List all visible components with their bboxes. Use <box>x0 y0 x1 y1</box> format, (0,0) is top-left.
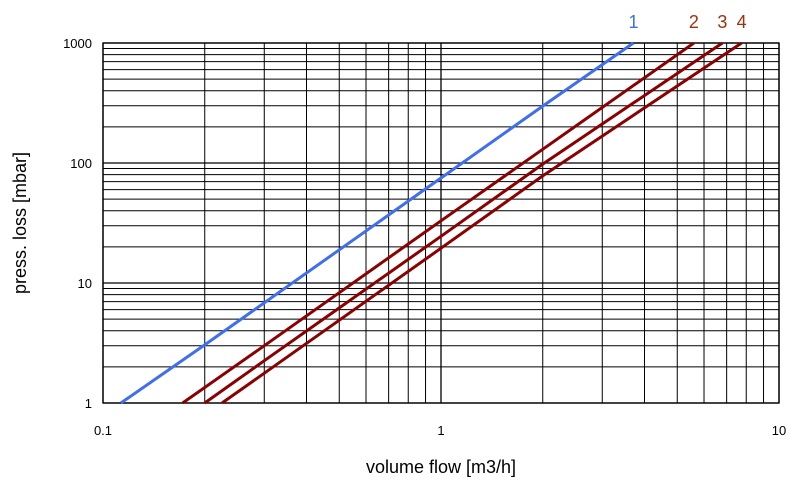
grid-major <box>102 42 780 404</box>
x-tick-label: 1 <box>437 423 444 438</box>
y-tick-label: 1000 <box>63 36 92 51</box>
series-layer <box>120 41 743 405</box>
y-tick-label: 10 <box>78 276 92 291</box>
series-line-1 <box>120 41 635 405</box>
y-tick-label: 100 <box>70 156 92 171</box>
plot-border <box>102 42 780 404</box>
series-line-4 <box>221 41 743 405</box>
series-label-1: 1 <box>628 12 638 32</box>
y-tick-label: 1 <box>85 396 92 411</box>
y-axis-title: press. loss [mbar] <box>10 152 30 294</box>
series-line-2 <box>181 41 695 405</box>
series-line-3 <box>203 41 724 405</box>
x-tick-label: 0.1 <box>94 423 112 438</box>
series-label-4: 4 <box>737 12 747 32</box>
series-label-3: 3 <box>717 12 727 32</box>
x-tick-label: 10 <box>772 423 786 438</box>
series-label-2: 2 <box>689 12 699 32</box>
x-axis-title: volume flow [m3/h] <box>366 457 516 477</box>
